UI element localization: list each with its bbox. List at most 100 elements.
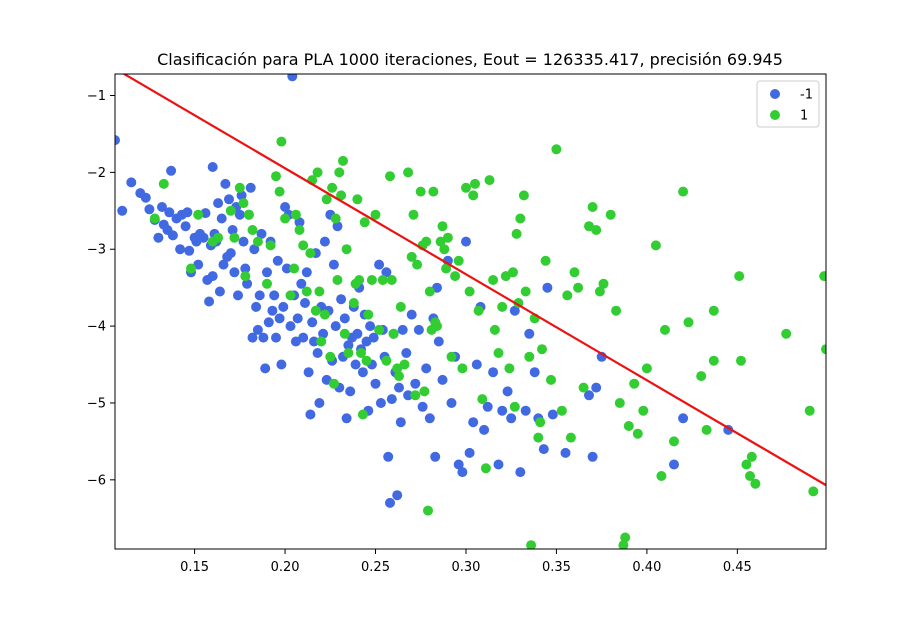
- y-tick-label: −4: [87, 320, 106, 335]
- data-point: [229, 232, 240, 243]
- data-point: [341, 413, 352, 424]
- x-axis: 0.15 0.20 0.25 0.30 0.35 0.40 0.45: [180, 549, 752, 575]
- data-point: [457, 467, 468, 478]
- data-point: [276, 359, 287, 370]
- data-point: [388, 328, 399, 339]
- data-point: [330, 321, 341, 332]
- data-point: [701, 424, 712, 435]
- data-point: [526, 540, 537, 549]
- data-point: [361, 355, 372, 366]
- data-point: [309, 336, 319, 347]
- data-point: [234, 182, 245, 193]
- data-point: [542, 282, 553, 293]
- data-point: [605, 209, 616, 220]
- x-tick-label: 0.25: [361, 560, 390, 575]
- data-point: [678, 413, 689, 424]
- data-point: [535, 417, 546, 428]
- data-point: [300, 298, 310, 308]
- y-tick-label: −3: [87, 243, 106, 258]
- data-point: [325, 351, 336, 362]
- data-point: [327, 182, 338, 193]
- data-point: [421, 363, 432, 374]
- data-point: [343, 348, 354, 358]
- data-point: [424, 286, 435, 297]
- data-point: [423, 505, 433, 516]
- data-point: [343, 340, 354, 351]
- data-point: [224, 194, 234, 205]
- data-point: [374, 259, 385, 270]
- data-point: [808, 486, 819, 497]
- data-point: [696, 371, 707, 382]
- data-point: [166, 165, 177, 176]
- data-point: [524, 351, 535, 362]
- data-point: [271, 332, 281, 343]
- data-point: [220, 178, 231, 189]
- data-point: [598, 278, 609, 289]
- data-point: [584, 390, 594, 401]
- data-point: [314, 398, 325, 408]
- data-point: [386, 275, 397, 285]
- data-point: [345, 386, 356, 397]
- data-point: [334, 167, 345, 178]
- data-point: [403, 390, 414, 401]
- data-point: [193, 209, 204, 220]
- data-point: [394, 382, 404, 393]
- data-point: [247, 332, 258, 343]
- data-point: [385, 497, 395, 508]
- data-point: [328, 259, 339, 270]
- data-point: [339, 328, 350, 339]
- data-point: [298, 240, 309, 251]
- data-point: [274, 313, 285, 324]
- data-point: [318, 328, 329, 339]
- data-point: [278, 301, 289, 312]
- data-point: [303, 367, 314, 378]
- data-point: [497, 301, 508, 312]
- data-point: [533, 432, 544, 443]
- data-point: [115, 135, 120, 146]
- data-point: [819, 271, 826, 282]
- data-point: [319, 236, 330, 247]
- data-point: [339, 313, 350, 324]
- data-point: [182, 207, 193, 218]
- data-point: [332, 275, 343, 285]
- data-point: [233, 290, 243, 301]
- data-point: [441, 263, 452, 274]
- data-point: [216, 213, 227, 224]
- data-points-group: [115, 74, 826, 549]
- data-point: [623, 421, 634, 431]
- data-point: [562, 290, 573, 301]
- x-tick-label: 0.20: [271, 560, 300, 575]
- data-point: [620, 532, 631, 543]
- data-point: [508, 267, 518, 278]
- data-point: [375, 398, 386, 408]
- data-point: [804, 405, 815, 416]
- data-point: [464, 447, 475, 458]
- data-point: [611, 305, 622, 316]
- data-point: [252, 324, 263, 335]
- data-point: [406, 309, 417, 320]
- data-point: [683, 317, 694, 328]
- data-point: [446, 398, 457, 408]
- data-point: [529, 367, 540, 378]
- data-point: [214, 286, 225, 297]
- data-point: [213, 232, 224, 243]
- data-point: [430, 451, 441, 462]
- data-point: [298, 332, 309, 343]
- data-point: [242, 278, 253, 289]
- data-point: [352, 194, 363, 205]
- data-point: [594, 286, 605, 297]
- data-point: [394, 371, 404, 382]
- data-point: [207, 162, 218, 172]
- data-point: [336, 294, 347, 305]
- data-point: [350, 359, 361, 370]
- data-point: [184, 245, 195, 256]
- data-point: [439, 244, 450, 255]
- data-point: [708, 355, 719, 366]
- data-point: [509, 401, 520, 412]
- data-point: [386, 394, 397, 405]
- data-point: [518, 190, 529, 201]
- data-point: [493, 348, 504, 358]
- data-point: [167, 230, 178, 241]
- data-point: [117, 205, 128, 216]
- data-point: [734, 271, 745, 282]
